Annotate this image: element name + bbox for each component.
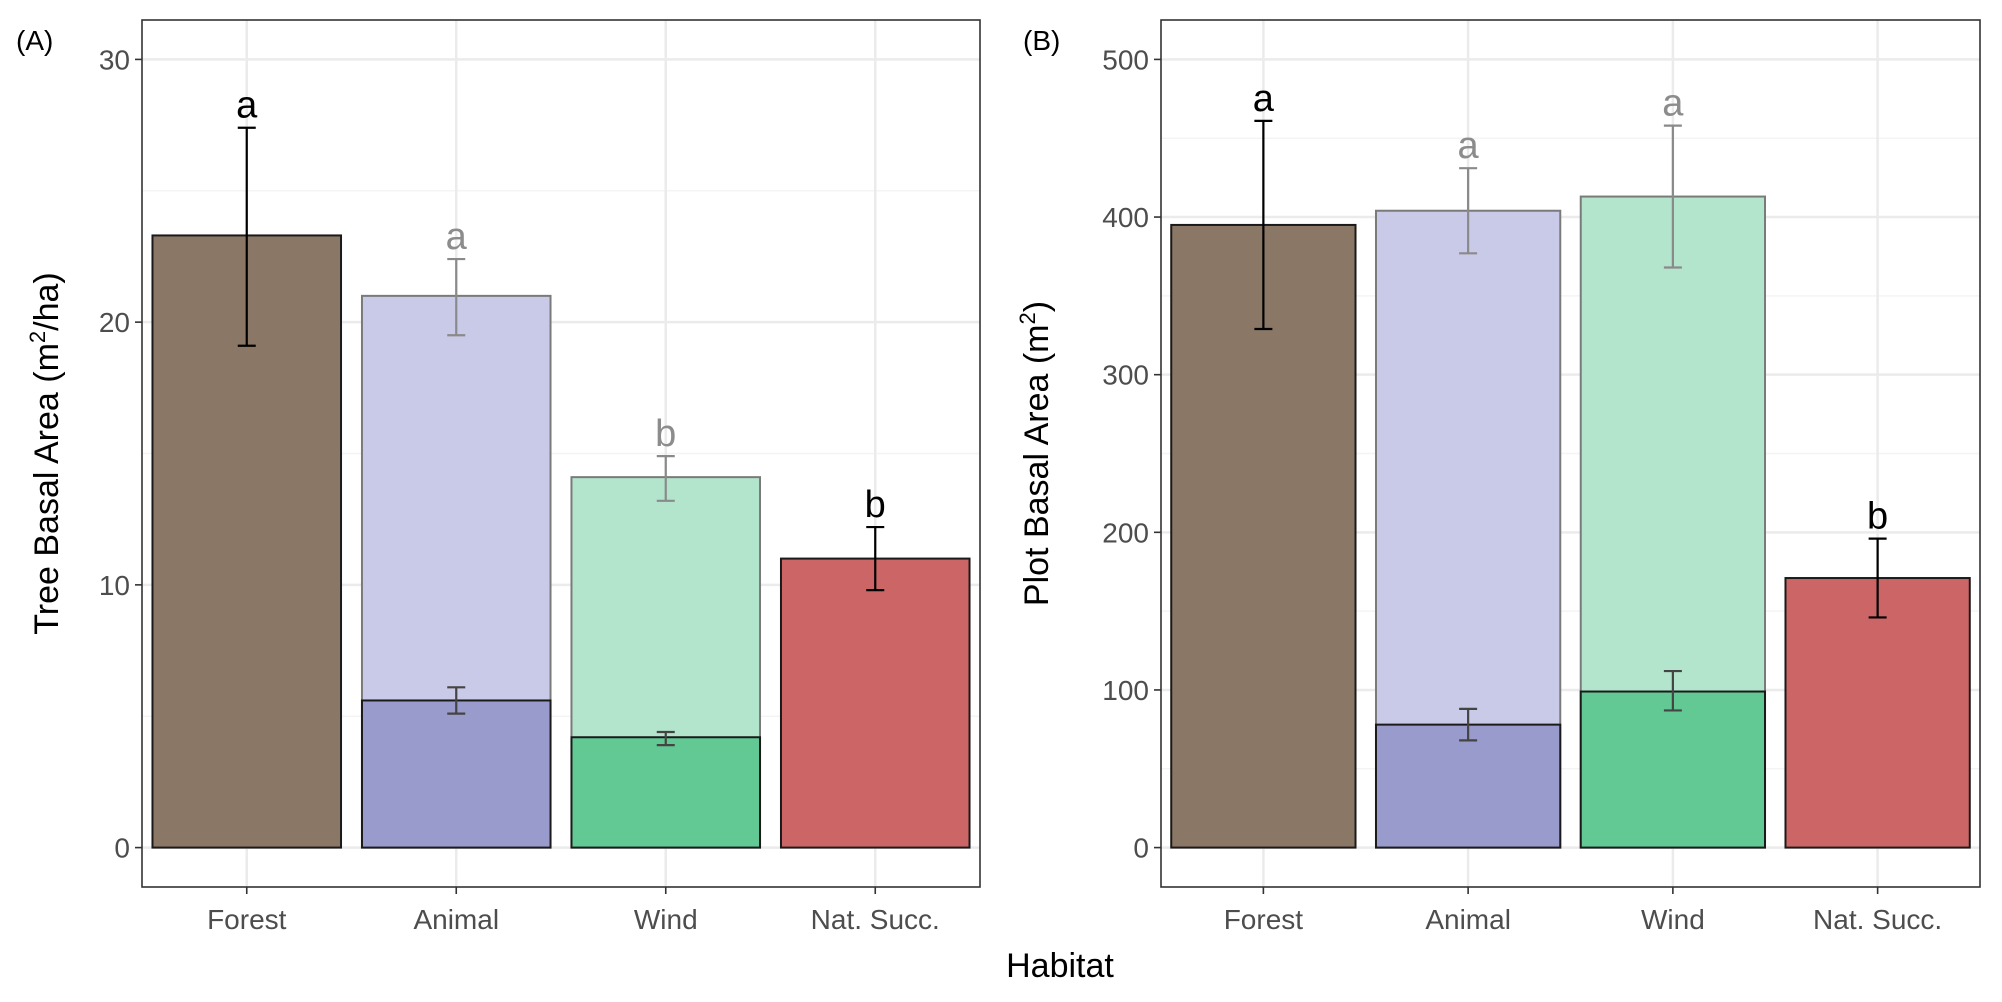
errorbar-wind-total xyxy=(1663,124,1682,269)
bar-wind-inner xyxy=(1579,690,1767,849)
x-tick-label-nat-succ: Nat. Succ. xyxy=(811,904,940,935)
y-tick-label: 0 xyxy=(114,833,130,864)
y-tick-label: 100 xyxy=(1102,675,1149,706)
panel-a: (A) a a b b 0 10 20 30 Forest Animal Wind Nat. Succ.… xyxy=(16,19,981,935)
y-tick-label: 20 xyxy=(99,307,130,338)
significance-letter-nat-succ: b xyxy=(1867,496,1888,538)
errorbar-animal-inner xyxy=(1459,707,1478,742)
errorbar-nat-succ-total xyxy=(866,525,885,592)
errorbar-wind-total xyxy=(656,455,675,502)
panel-b: (B) a a a b 0 100 200 300 400 500 Forest Animal Wind N… xyxy=(1015,19,1981,935)
panel-tag-a: (A) xyxy=(16,25,53,56)
significance-letter-animal: a xyxy=(446,216,468,258)
panel-tag-b: (B) xyxy=(1023,25,1060,56)
x-tick-label-nat-succ: Nat. Succ. xyxy=(1813,904,1942,935)
bar-nat-succ-total xyxy=(1784,577,1971,849)
y-axis-title-part: /ha) xyxy=(28,272,66,331)
bar-animal-inner xyxy=(360,699,552,849)
x-tick-label-forest: Forest xyxy=(207,904,287,935)
y-tick-label: 10 xyxy=(99,570,130,601)
bar-animal-inner xyxy=(1374,723,1562,849)
y-axis-title-part: ) xyxy=(1018,301,1056,312)
y-axis-title-part: Tree Basal Area (m xyxy=(28,343,66,635)
bar-wind-inner xyxy=(570,736,762,849)
y-tick-label: 300 xyxy=(1102,360,1149,391)
x-tick-label-wind: Wind xyxy=(634,904,698,935)
panel-border xyxy=(1160,19,1981,888)
errorbar-animal-total xyxy=(1459,167,1478,255)
x-tick-label-wind: Wind xyxy=(1641,904,1705,935)
y-axis-title-part: Plot Basal Area (m xyxy=(1018,325,1056,607)
bar-nat-succ-total xyxy=(779,557,971,849)
errorbar-nat-succ-total xyxy=(1868,537,1887,619)
y-axis-title-superscript: 2 xyxy=(1015,312,1040,324)
y-axis-title: Tree Basal Area (m2/ha) xyxy=(25,272,66,634)
y-tick-label: 400 xyxy=(1102,202,1149,233)
errorbar-forest-total xyxy=(237,126,256,347)
y-tick-label: 0 xyxy=(1133,833,1149,864)
panel-border xyxy=(141,19,981,888)
x-tick-label-animal: Animal xyxy=(1425,904,1511,935)
significance-letter-forest: a xyxy=(236,85,258,127)
significance-letter-nat-succ: b xyxy=(865,484,886,526)
significance-letter-forest: a xyxy=(1253,78,1275,120)
y-tick-label: 30 xyxy=(99,44,130,75)
errorbar-wind-inner xyxy=(656,730,675,747)
errorbar-animal-inner xyxy=(447,686,466,715)
y-tick-label: 200 xyxy=(1102,517,1149,548)
errorbar-wind-inner xyxy=(1663,669,1682,712)
y-tick-label: 500 xyxy=(1102,44,1149,75)
x-axis-title: Habitat xyxy=(1006,947,1114,985)
x-tick-label-animal: Animal xyxy=(413,904,499,935)
errorbar-animal-total xyxy=(447,257,466,337)
x-tick-label-forest: Forest xyxy=(1224,904,1304,935)
significance-letter-wind: b xyxy=(655,413,676,455)
significance-letter-animal: a xyxy=(1458,125,1480,167)
errorbar-forest-total xyxy=(1254,119,1273,331)
y-axis-title-superscript: 2 xyxy=(25,331,50,343)
y-axis-title: Plot Basal Area (m2) xyxy=(1015,301,1056,606)
significance-letter-wind: a xyxy=(1662,83,1684,125)
